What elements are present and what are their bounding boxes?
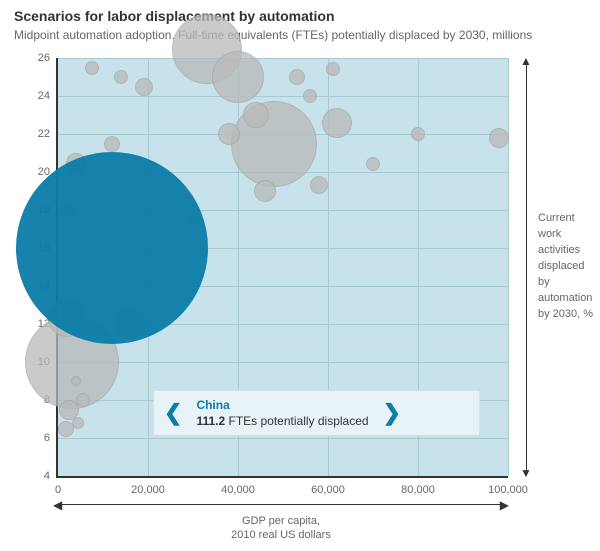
bubble xyxy=(212,51,264,103)
bubble xyxy=(104,136,120,152)
x-tick-label: 80,000 xyxy=(401,484,435,496)
bubble xyxy=(218,123,240,145)
callout-box[interactable]: ❮ China111.2 FTEs potentially displaced ❯ xyxy=(153,390,480,436)
y-tick-label: 24 xyxy=(38,90,50,102)
bubble xyxy=(303,89,317,103)
bubble xyxy=(326,62,340,76)
gridline-h xyxy=(58,438,508,439)
bubble xyxy=(243,102,269,128)
gridline-h xyxy=(58,96,508,97)
bubble xyxy=(310,176,328,194)
bubble xyxy=(71,376,81,386)
y-tick-label: 26 xyxy=(38,52,50,64)
chevron-left-icon[interactable]: ❮ xyxy=(164,402,182,424)
bubble xyxy=(489,128,509,148)
callout-text: China111.2 FTEs potentially displaced xyxy=(196,397,368,429)
bubble xyxy=(85,61,99,75)
chart-subtitle: Midpoint automation adoption. Full-time … xyxy=(14,28,532,42)
y-tick-label: 6 xyxy=(44,432,50,444)
bubble xyxy=(411,127,425,141)
y-tick-label: 22 xyxy=(38,128,50,140)
y-tick-label: 4 xyxy=(44,470,50,482)
gridline-v xyxy=(508,58,509,476)
bubble xyxy=(366,157,380,171)
x-axis-arrow: ◀ ▶ xyxy=(56,498,506,512)
x-axis-label: GDP per capita, 2010 real US dollars xyxy=(56,514,506,543)
y-axis-label: Current work activities displaced by aut… xyxy=(538,58,596,476)
bubble xyxy=(289,69,305,85)
gridline-h xyxy=(58,58,508,59)
chevron-right-icon[interactable]: ❯ xyxy=(383,402,401,424)
scatter-plot-area: 020,00040,00060,00080,000100,00046810121… xyxy=(56,58,508,478)
bubble xyxy=(135,78,153,96)
bubble xyxy=(254,180,276,202)
chart-title: Scenarios for labor displacement by auto… xyxy=(14,8,335,24)
x-tick-label: 40,000 xyxy=(221,484,255,496)
gridline-h xyxy=(58,362,508,363)
x-tick-label: 100,000 xyxy=(488,484,528,496)
y-axis-arrow: ▲ ▼ xyxy=(520,58,534,476)
bubble xyxy=(72,417,84,429)
x-tick-label: 60,000 xyxy=(311,484,345,496)
bubble-highlight xyxy=(16,152,208,344)
bubble xyxy=(76,393,90,407)
bubble xyxy=(322,108,352,138)
bubble xyxy=(114,70,128,84)
x-tick-label: 20,000 xyxy=(131,484,165,496)
x-tick-label: 0 xyxy=(55,484,61,496)
